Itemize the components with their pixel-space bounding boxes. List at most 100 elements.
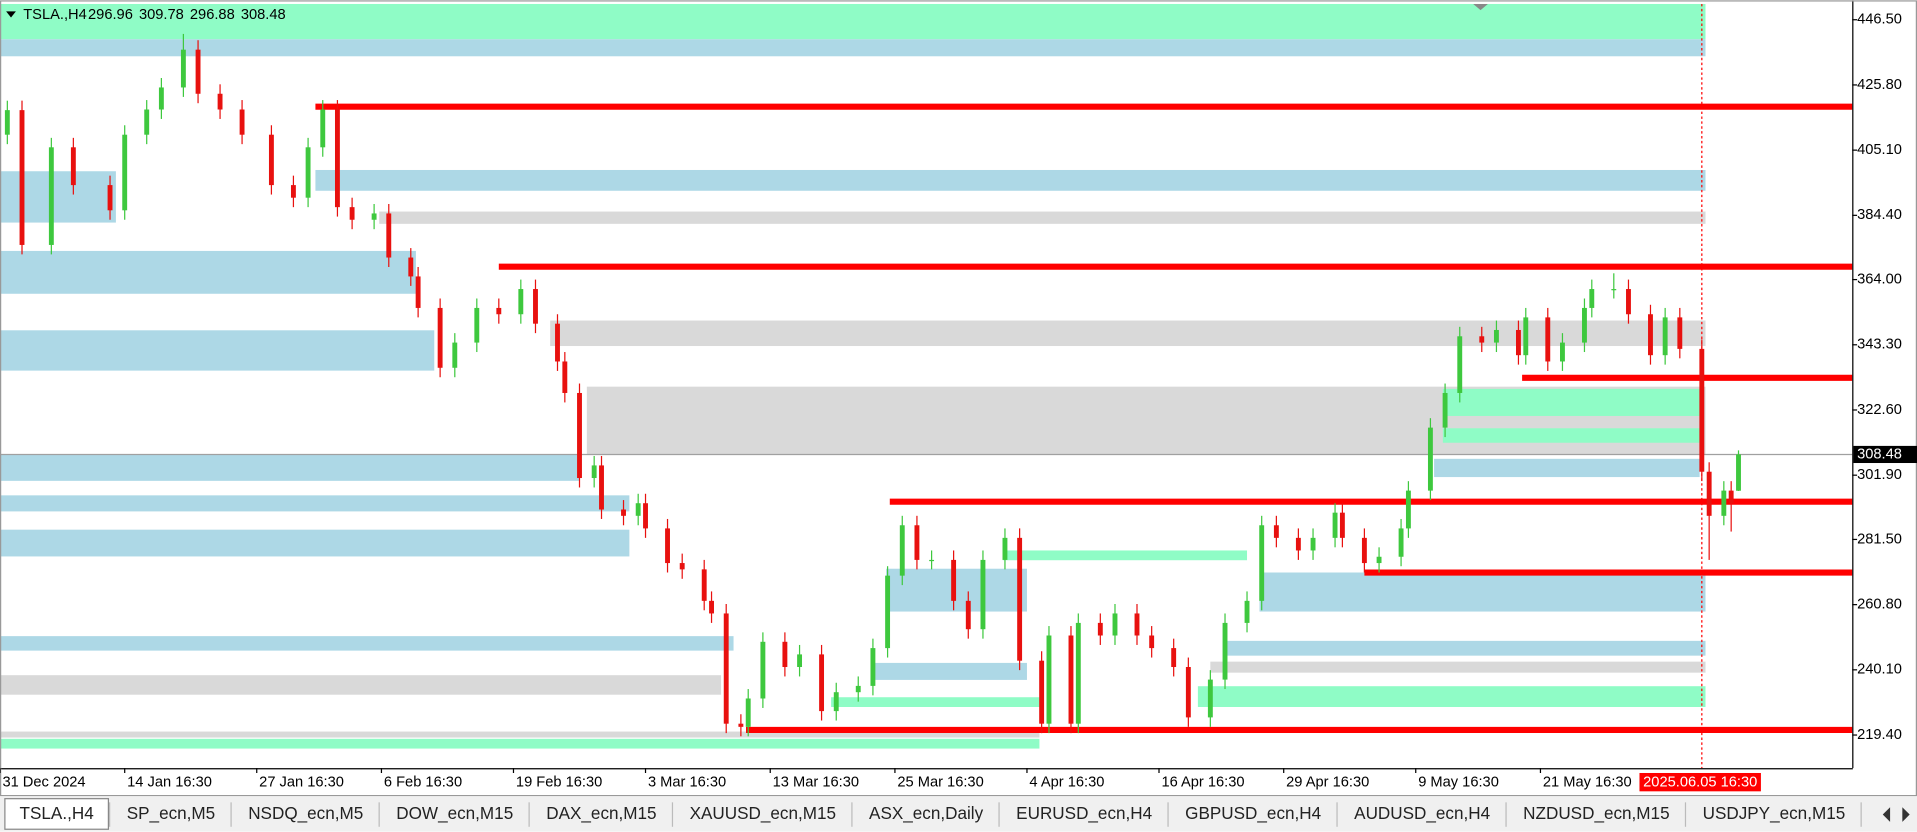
- tab-background[interactable]: [1170, 798, 1336, 830]
- y-tick-label: 405.10: [1857, 142, 1902, 158]
- zone: [0, 250, 416, 294]
- zone: [874, 662, 1027, 680]
- candle-body: [533, 289, 538, 324]
- tab[interactable]: XAUUSD_ecn,M15: [674, 798, 853, 830]
- candle-body: [1339, 512, 1345, 538]
- candle-body: [415, 276, 421, 308]
- tab-label[interactable]: AUDUSD_ecn,H4: [1354, 804, 1490, 823]
- tab-background[interactable]: [1687, 798, 1860, 830]
- tab-background[interactable]: [4, 798, 110, 830]
- tab-background[interactable]: [381, 798, 528, 830]
- tab-background[interactable]: [233, 798, 378, 830]
- candle-body: [870, 648, 876, 686]
- tab-background[interactable]: [854, 798, 998, 830]
- tab-label[interactable]: EURUSD_ecn,H4: [1016, 804, 1152, 823]
- candle-body: [1149, 635, 1155, 649]
- tab[interactable]: DAX_ecn,M15: [531, 798, 674, 830]
- tab[interactable]: TSLA.,H4: [4, 798, 111, 830]
- candle-body: [452, 342, 458, 368]
- candle-body: [1589, 289, 1595, 308]
- zone: [1002, 550, 1248, 561]
- x-tick-label: 29 Apr 16:30: [1286, 775, 1369, 791]
- candle-body: [635, 503, 641, 516]
- candle-body: [855, 685, 861, 693]
- menu-arrow[interactable]: [6, 11, 16, 18]
- candle-body: [144, 109, 150, 135]
- x-tick-label: 25 Mar 16:30: [897, 775, 983, 791]
- zone: [1197, 686, 1706, 707]
- x-tick-label: 27 Jan 16:30: [259, 775, 344, 791]
- candle-body: [349, 207, 355, 220]
- tab-background[interactable]: [531, 798, 672, 830]
- tab[interactable]: SP_ecn,M5: [112, 798, 232, 830]
- candle-body: [591, 465, 597, 479]
- y-tick-label: 301.90: [1857, 467, 1902, 483]
- zone: [379, 211, 1706, 224]
- candle-body: [122, 134, 128, 211]
- tab-scroll-left[interactable]: [1882, 807, 1891, 822]
- tab-background[interactable]: [1339, 798, 1505, 830]
- tab-background[interactable]: [1508, 798, 1685, 830]
- y-tick-label: 425.80: [1857, 77, 1902, 93]
- tab-background[interactable]: [674, 798, 851, 830]
- tab[interactable]: NSDQ_ecn,M5: [233, 798, 380, 830]
- candle-body: [1523, 317, 1529, 356]
- tab-label[interactable]: NSDQ_ecn,M5: [248, 804, 363, 823]
- tab[interactable]: NZDUSD_ecn,M15: [1508, 798, 1687, 830]
- zone: [1434, 458, 1700, 478]
- candle-body: [1515, 329, 1521, 356]
- symbol-title: TSLA.,H4: [23, 7, 87, 23]
- candle-body: [1736, 454, 1741, 491]
- levels: [0, 3, 1853, 769]
- tab[interactable]: ASX_ecn,Daily: [854, 798, 1000, 830]
- tab-background[interactable]: [112, 798, 230, 830]
- candle-body: [1295, 537, 1301, 551]
- candle-body: [1405, 490, 1411, 529]
- tab-scroll[interactable]: [1876, 798, 1917, 830]
- tab-background[interactable]: [1001, 798, 1167, 830]
- candle-body: [408, 257, 414, 277]
- tab-label[interactable]: DAX_ecn,M15: [546, 804, 656, 823]
- zone: [0, 39, 1706, 57]
- zone: [0, 636, 734, 651]
- candle-body: [1398, 528, 1404, 557]
- tab-label[interactable]: USDJPY_ecn,M15: [1703, 804, 1846, 823]
- candle-body: [745, 698, 751, 727]
- tab[interactable]: AUDUSD_ecn,H4: [1339, 798, 1507, 830]
- candle-body: [1662, 317, 1668, 356]
- zone: [0, 675, 722, 695]
- y-tick-label: 322.60: [1857, 402, 1902, 418]
- tab-label[interactable]: ASX_ecn,Daily: [869, 804, 984, 823]
- y-tick-label: 384.40: [1857, 207, 1902, 223]
- tab[interactable]: DOW_ecn,M15: [381, 798, 530, 830]
- y-tick-label: 260.80: [1857, 597, 1902, 613]
- tab-label[interactable]: TSLA.,H4: [20, 804, 95, 823]
- zone: [1442, 428, 1700, 443]
- tab-label[interactable]: XAUUSD_ecn,M15: [690, 804, 836, 823]
- tab[interactable]: USDJPY_ecn,M15: [1687, 798, 1862, 830]
- zone: [0, 738, 1040, 749]
- tab-label[interactable]: NZDUSD_ecn,M15: [1523, 804, 1669, 823]
- tab-scroll-right[interactable]: [1902, 807, 1910, 822]
- tab[interactable]: GBPUSD_ecn,H4: [1170, 798, 1338, 830]
- candle-body: [437, 307, 443, 368]
- zone: [1442, 388, 1700, 416]
- candle-body: [1273, 525, 1279, 538]
- candle-body: [518, 289, 524, 315]
- zones: [0, 3, 1706, 749]
- candle-body: [1626, 289, 1631, 315]
- tab-label[interactable]: GBPUSD_ecn,H4: [1185, 804, 1321, 823]
- x-tick-label: 19 Feb 16:30: [516, 775, 602, 791]
- candle-body: [1222, 622, 1228, 680]
- candle-body: [320, 109, 326, 148]
- candle-body: [555, 323, 560, 362]
- zone: [0, 330, 435, 371]
- candle-body: [562, 361, 568, 393]
- candle-body: [371, 213, 377, 220]
- tab-label[interactable]: DOW_ecn,M15: [396, 804, 513, 823]
- candle-body: [929, 559, 935, 562]
- tab-label[interactable]: SP_ecn,M5: [127, 804, 215, 823]
- tab[interactable]: EURUSD_ecn,H4: [1001, 798, 1169, 830]
